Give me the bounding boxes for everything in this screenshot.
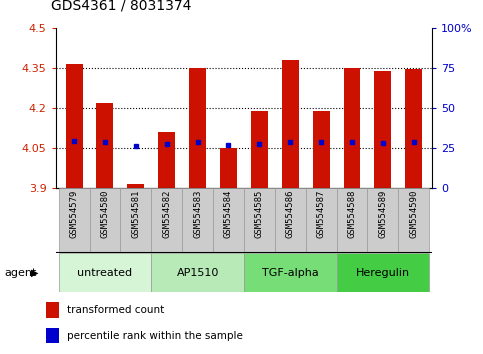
Bar — [282, 60, 298, 188]
Text: agent: agent — [5, 268, 37, 278]
Text: GSM554585: GSM554585 — [255, 190, 264, 238]
Text: GSM554588: GSM554588 — [347, 190, 356, 238]
Bar — [189, 68, 206, 188]
Bar — [151, 188, 182, 253]
Bar — [368, 188, 398, 253]
Bar — [46, 328, 59, 343]
Bar — [182, 188, 213, 253]
Text: percentile rank within the sample: percentile rank within the sample — [67, 331, 243, 341]
Bar — [58, 253, 151, 292]
Text: GSM554582: GSM554582 — [162, 190, 171, 238]
Bar — [343, 68, 360, 188]
Bar — [66, 64, 83, 188]
Text: TGF-alpha: TGF-alpha — [262, 268, 319, 278]
Bar — [405, 69, 422, 188]
Text: GSM554580: GSM554580 — [100, 190, 110, 238]
Text: GSM554589: GSM554589 — [378, 190, 387, 238]
Bar — [213, 188, 244, 253]
Bar — [158, 132, 175, 188]
Text: GSM554581: GSM554581 — [131, 190, 141, 238]
Text: GSM554587: GSM554587 — [317, 190, 326, 238]
Bar — [151, 253, 244, 292]
Bar — [251, 111, 268, 188]
Text: GSM554584: GSM554584 — [224, 190, 233, 238]
Bar — [46, 302, 59, 318]
Text: GDS4361 / 8031374: GDS4361 / 8031374 — [51, 0, 191, 12]
Text: ▶: ▶ — [31, 268, 39, 278]
Text: GSM554586: GSM554586 — [286, 190, 295, 238]
Bar — [244, 253, 337, 292]
Text: GSM554579: GSM554579 — [70, 190, 79, 238]
Text: transformed count: transformed count — [67, 305, 164, 315]
Bar — [244, 188, 275, 253]
Bar — [97, 103, 114, 188]
Bar — [120, 188, 151, 253]
Bar — [89, 188, 120, 253]
Text: AP1510: AP1510 — [176, 268, 219, 278]
Bar — [374, 72, 391, 188]
Bar — [275, 188, 306, 253]
Bar — [306, 188, 337, 253]
Bar — [220, 148, 237, 188]
Bar — [313, 111, 329, 188]
Text: GSM554583: GSM554583 — [193, 190, 202, 238]
Bar — [58, 188, 89, 253]
Bar — [128, 184, 144, 188]
Bar — [337, 253, 429, 292]
Text: GSM554590: GSM554590 — [409, 190, 418, 238]
Text: Heregulin: Heregulin — [356, 268, 410, 278]
Bar — [398, 188, 429, 253]
Bar — [337, 188, 368, 253]
Text: untreated: untreated — [77, 268, 132, 278]
